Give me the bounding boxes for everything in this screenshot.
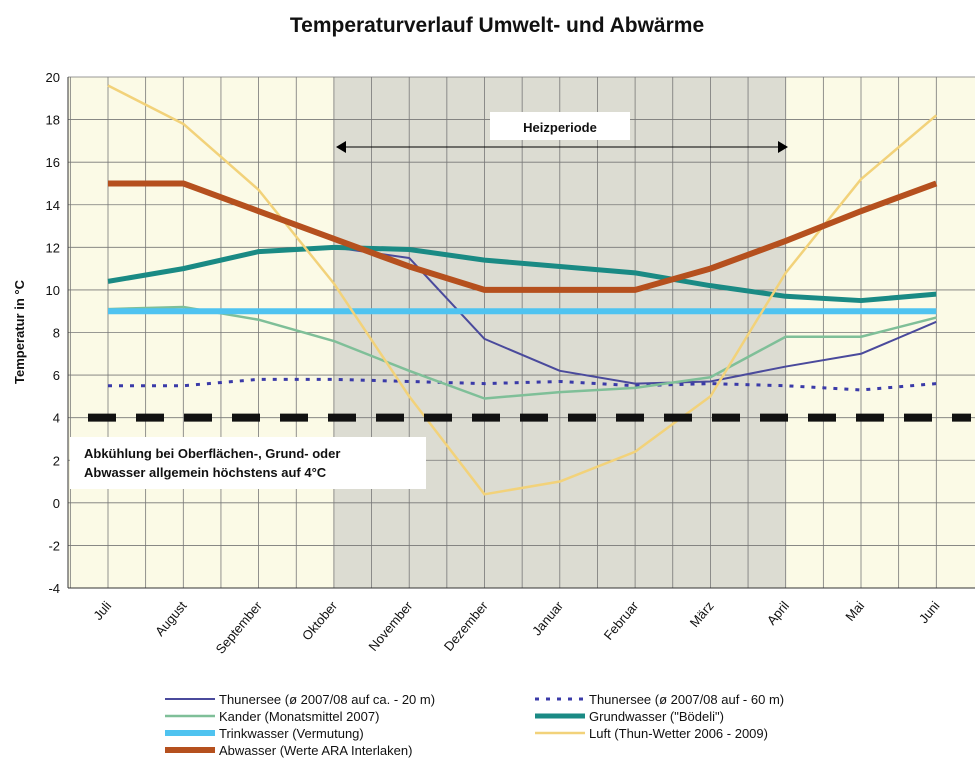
series-line [107,84,938,496]
x-tick-label: August [152,598,190,639]
x-tick-label: Februar [601,598,642,643]
chart-title: Temperaturverlauf Umwelt- und Abwärme [290,14,704,37]
y-tick-label: 0 [53,496,60,511]
y-tick-label: 20 [46,70,60,85]
y-axis-label: Temperatur in °C [12,279,27,384]
series-line [107,305,937,400]
x-tick-label: November [365,598,415,654]
legend-label: Kander (Monatsmittel 2007) [219,709,379,724]
x-tick-label: Dezember [441,598,491,654]
arrow-head [336,141,346,153]
y-tick-label: 12 [46,240,60,255]
y-tick-label: 2 [53,453,60,468]
x-tick-label: Januar [529,598,566,639]
series-line [333,246,937,385]
x-tick-label: Oktober [299,598,341,644]
series-line [108,180,938,293]
series-line [107,244,937,304]
x-tick-label: Mai [842,598,867,624]
legend-label: Thunersee (ø 2007/08 auf ca. - 20 m) [219,692,435,707]
y-tick-label: 4 [53,411,60,426]
arrow-head [778,141,788,153]
legend-label: Abwasser (Werte ARA Interlaken) [219,743,412,758]
y-tick-label: 14 [46,198,60,213]
y-tick-label: 6 [53,368,60,383]
x-tick-label: Juni [916,598,943,626]
legend-label: Luft (Thun-Wetter 2006 - 2009) [589,726,768,741]
note-box [70,437,426,489]
note: Abwasser allgemein höchstens auf 4°C [84,465,327,480]
y-tick-label: -2 [48,538,60,553]
annotation-box [490,112,630,140]
y-tick-label: 10 [46,283,60,298]
x-tick-label: Juli [90,598,114,623]
legend-label: Grundwasser ("Bödeli") [589,709,724,724]
y-tick-label: -4 [48,581,60,596]
y-tick-label: 18 [46,113,60,128]
legend-label: Trinkwasser (Vermutung) [219,726,364,741]
annotation: Heizperiode [523,120,597,135]
legend-label: Thunersee (ø 2007/08 auf - 60 m) [589,692,784,707]
x-tick-label: März [687,598,717,630]
x-tick-label: September [213,598,266,657]
y-tick-label: 8 [53,326,60,341]
y-tick-label: 16 [46,155,60,170]
x-tick-label: April [764,598,792,628]
note: Abkühlung bei Oberflächen-, Grund- oder [84,446,340,461]
